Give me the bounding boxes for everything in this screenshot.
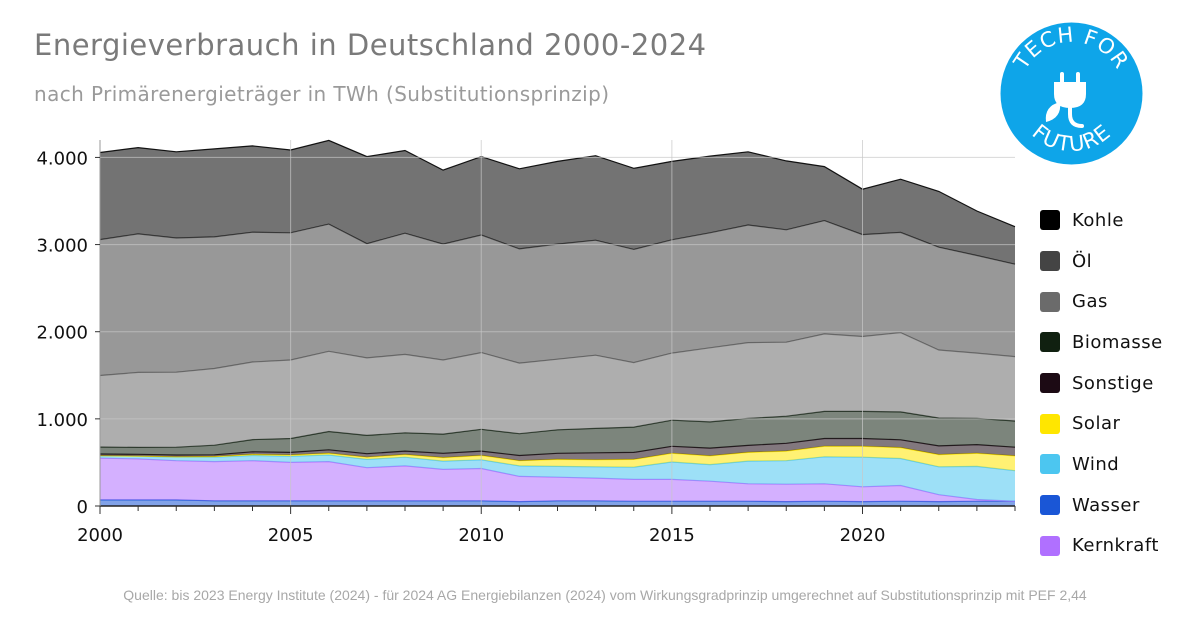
legend-label: Solar — [1072, 413, 1120, 434]
y-tick-label-0: 0 — [77, 497, 88, 518]
y-tick-label-2: 2.000 — [36, 323, 88, 344]
legend-swatch — [1040, 414, 1060, 434]
legend-item: Kohle — [1040, 200, 1163, 241]
tech-for-future-logo: TECH FOR FUTURE — [1000, 22, 1143, 165]
legend-swatch — [1040, 536, 1060, 556]
legend-item: Sonstige — [1040, 363, 1163, 404]
legend-swatch — [1040, 332, 1060, 352]
legend-item: Wasser — [1040, 485, 1163, 526]
legend-swatch — [1040, 251, 1060, 271]
legend-label: Biomasse — [1072, 332, 1163, 353]
y-tick-label-1: 1.000 — [36, 410, 88, 431]
legend-swatch — [1040, 210, 1060, 230]
legend-label: Wasser — [1072, 495, 1140, 516]
legend-item: Kernkraft — [1040, 526, 1163, 567]
legend-swatch — [1040, 495, 1060, 515]
legend-label: Kohle — [1072, 210, 1124, 231]
x-tick-label-2020: 2020 — [840, 525, 886, 546]
x-tick-label-2000: 2000 — [77, 525, 123, 546]
legend-item: Solar — [1040, 403, 1163, 444]
source-note: Quelle: bis 2023 Energy Institute (2024)… — [0, 587, 1200, 603]
legend-item: Gas — [1040, 281, 1163, 322]
y-tick-label-4: 4.000 — [36, 148, 88, 169]
legend-label: Sonstige — [1072, 373, 1154, 394]
x-tick-label-2010: 2010 — [458, 525, 504, 546]
legend-item: Wind — [1040, 444, 1163, 485]
x-tick-label-2015: 2015 — [649, 525, 695, 546]
legend-label: Kernkraft — [1072, 535, 1159, 556]
y-tick-label-3: 3.000 — [36, 236, 88, 257]
legend: Kohle Öl Gas Biomasse Sonstige Solar Wind Wasse… — [1040, 200, 1163, 566]
legend-swatch — [1040, 454, 1060, 474]
legend-label: Gas — [1072, 291, 1108, 312]
legend-label: Wind — [1072, 454, 1119, 475]
legend-item: Biomasse — [1040, 322, 1163, 363]
legend-swatch — [1040, 292, 1060, 312]
legend-swatch — [1040, 373, 1060, 393]
legend-item: Öl — [1040, 241, 1163, 282]
x-tick-label-2005: 2005 — [268, 525, 314, 546]
legend-label: Öl — [1072, 251, 1092, 272]
